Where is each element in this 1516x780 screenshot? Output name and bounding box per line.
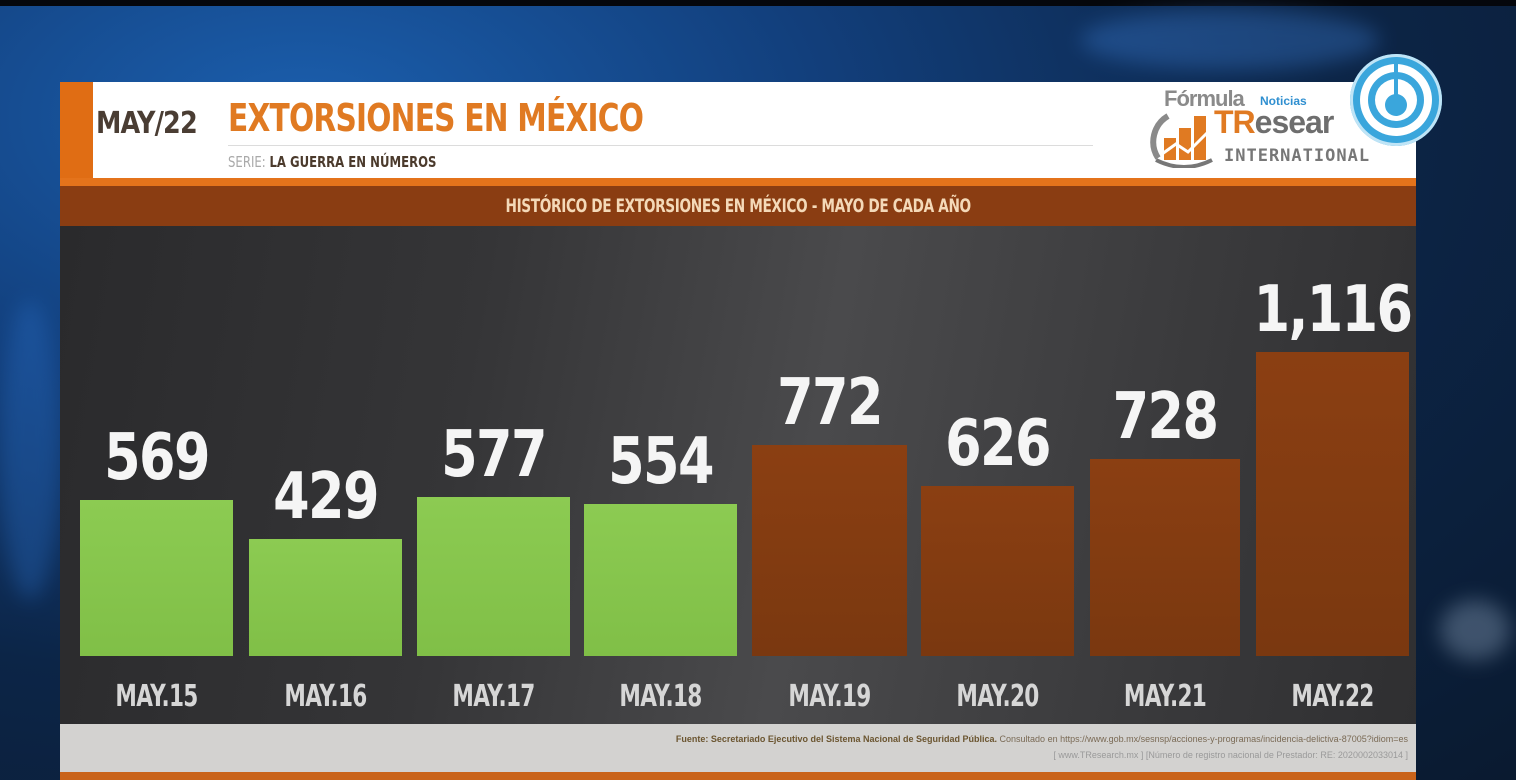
logo-tresearch-text: TResear [1214, 104, 1335, 141]
x-tick-label: MAY.19 [788, 679, 871, 714]
bar-value-label: 554 [608, 425, 714, 499]
bar-may-22: 1,116 [1254, 278, 1413, 656]
bar-may-19: 772 [752, 371, 907, 656]
header-accent-bar [60, 82, 93, 178]
x-tick-label: MAY.22 [1291, 679, 1374, 714]
background-glow [1440, 600, 1510, 660]
header-orange-strip [60, 178, 1416, 186]
header: MAY/22 EXTORSIONES EN MÉXICO SERIE: LA G… [60, 54, 1442, 178]
x-tick-label: MAY.21 [1123, 679, 1207, 714]
bar-fill [249, 539, 402, 656]
bar-fill [921, 486, 1074, 656]
logo-esear: esear [1254, 104, 1335, 140]
logo-formula-text: Fórmula [1164, 86, 1245, 111]
bar-fill [584, 504, 737, 656]
tresearch-logo: Fórmula Noticias TResear INTERNATIONAL [1148, 82, 1416, 178]
bar-may-18: 554 [584, 430, 737, 656]
background-glow [0, 300, 60, 600]
bar-may-16: 429 [249, 465, 402, 656]
bar-value-label: 1,116 [1253, 273, 1413, 347]
registry-line: [ www.TResearch.mx ] [Número de registro… [1053, 750, 1408, 760]
source-line: Fuente: Secretariado Ejecutivo del Siste… [676, 734, 1408, 744]
bar-value-label: 626 [945, 407, 1051, 481]
bar-value-label: 728 [1112, 380, 1219, 454]
bar-may-20: 626 [921, 412, 1074, 656]
x-tick-label: MAY.18 [619, 679, 702, 714]
bar-value-label: 577 [441, 418, 547, 492]
logo-international-text: INTERNATIONAL [1224, 146, 1371, 166]
bar-fill [417, 497, 570, 656]
series-line: SERIE: LA GUERRA EN NÚMEROS [228, 153, 436, 171]
bar-may-15: 569 [80, 426, 233, 656]
page-title: EXTORSIONES EN MÉXICO [228, 96, 644, 140]
background-glow [1080, 10, 1380, 70]
bar-fill [80, 500, 233, 656]
series-name: LA GUERRA EN NÚMEROS [269, 153, 437, 171]
chart-subtitle-bar: HISTÓRICO DE EXTORSIONES EN MÉXICO - MAY… [60, 186, 1416, 226]
series-prefix: SERIE: [228, 153, 266, 171]
x-tick-label: MAY.17 [452, 679, 535, 714]
chart-subtitle: HISTÓRICO DE EXTORSIONES EN MÉXICO - MAY… [505, 195, 971, 217]
bar-value-label: 429 [273, 460, 379, 534]
radio-formula-badge-icon [1350, 54, 1442, 146]
x-tick-label: MAY.16 [284, 679, 367, 714]
logo-tr: TR [1214, 104, 1256, 140]
bar-fill [1256, 352, 1409, 656]
chart-logo-icon [1150, 113, 1213, 168]
source-detail: Consultado en https://www.gob.mx/sesnsp/… [999, 734, 1408, 744]
source-footer: Fuente: Secretariado Ejecutivo del Siste… [60, 724, 1416, 772]
bar-may-17: 577 [417, 423, 570, 656]
title-divider [228, 145, 1093, 146]
x-tick-label: MAY.20 [956, 679, 1039, 714]
infographic-card: MAY/22 EXTORSIONES EN MÉXICO SERIE: LA G… [60, 54, 1442, 780]
bar-value-label: 569 [104, 421, 210, 495]
bar-value-label: 772 [777, 366, 883, 440]
source-label: Fuente: Secretariado Ejecutivo del Siste… [675, 734, 998, 744]
bar-fill [752, 445, 907, 656]
top-black-bar [0, 0, 1516, 6]
x-tick-label: MAY.15 [115, 679, 198, 714]
footer-orange-strip [60, 772, 1416, 780]
bar-chart: 569 429 577 554 772 626 728 1,116 [60, 226, 1416, 724]
bar-fill [1090, 459, 1240, 656]
issue-label: MAY/22 [96, 106, 198, 141]
logo-noticias-text: Noticias [1260, 94, 1307, 108]
bar-may-21: 728 [1090, 385, 1240, 656]
